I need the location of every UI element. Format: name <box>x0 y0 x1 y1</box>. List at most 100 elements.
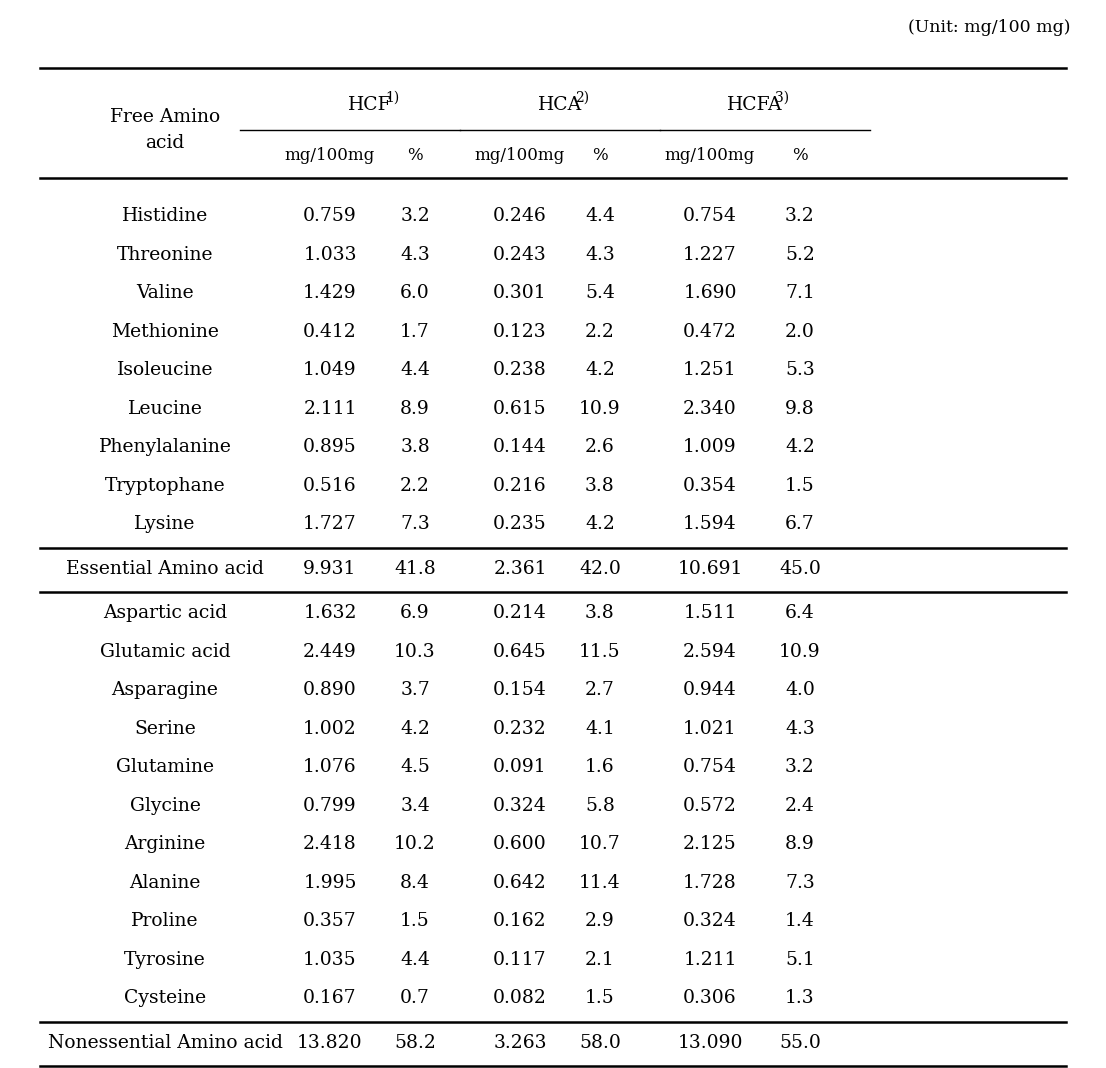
Text: 10.7: 10.7 <box>580 835 620 853</box>
Text: 2.0: 2.0 <box>785 323 815 341</box>
Text: 0.642: 0.642 <box>493 874 546 892</box>
Text: 4.4: 4.4 <box>585 207 615 225</box>
Text: 6.4: 6.4 <box>785 604 815 623</box>
Text: Phenylalanine: Phenylalanine <box>98 438 231 456</box>
Text: 58.0: 58.0 <box>580 1034 620 1052</box>
Text: 1.690: 1.690 <box>684 284 737 302</box>
Text: 2.361: 2.361 <box>493 560 546 578</box>
Text: 0.412: 0.412 <box>303 323 357 341</box>
Text: 3.2: 3.2 <box>400 207 430 225</box>
Text: 1.211: 1.211 <box>684 951 737 969</box>
Text: 0.572: 0.572 <box>684 797 737 815</box>
Text: 2.6: 2.6 <box>585 438 615 456</box>
Text: %: % <box>592 146 608 163</box>
Text: 1.035: 1.035 <box>303 951 357 969</box>
Text: Essential Amino acid: Essential Amino acid <box>66 560 264 578</box>
Text: 0.117: 0.117 <box>493 951 546 969</box>
Text: 7.1: 7.1 <box>785 284 815 302</box>
Text: 7.3: 7.3 <box>785 874 815 892</box>
Text: 1.5: 1.5 <box>585 989 615 1007</box>
Text: Leucine: Leucine <box>127 399 202 418</box>
Text: 0.472: 0.472 <box>684 323 737 341</box>
Text: 1.009: 1.009 <box>684 438 737 456</box>
Text: Alanine: Alanine <box>129 874 200 892</box>
Text: 1.5: 1.5 <box>785 476 815 494</box>
Text: 0.301: 0.301 <box>493 284 546 302</box>
Text: 0.235: 0.235 <box>493 515 546 533</box>
Text: Cysteine: Cysteine <box>124 989 206 1007</box>
Text: 0.154: 0.154 <box>493 681 546 700</box>
Text: 3.8: 3.8 <box>400 438 430 456</box>
Text: mg/100mg: mg/100mg <box>474 146 565 163</box>
Text: Valine: Valine <box>136 284 194 302</box>
Text: 1.3: 1.3 <box>785 989 815 1007</box>
Text: 4.2: 4.2 <box>585 361 615 379</box>
Text: Aspartic acid: Aspartic acid <box>103 604 227 623</box>
Text: Tyrosine: Tyrosine <box>124 951 206 969</box>
Text: 4.3: 4.3 <box>585 246 615 264</box>
Text: 0.306: 0.306 <box>684 989 737 1007</box>
Text: 3.7: 3.7 <box>400 681 430 700</box>
Text: 5.8: 5.8 <box>585 797 615 815</box>
Text: 0.7: 0.7 <box>400 989 430 1007</box>
Text: Proline: Proline <box>132 912 199 930</box>
Text: 0.232: 0.232 <box>493 720 546 738</box>
Text: 6.7: 6.7 <box>785 515 815 533</box>
Text: 0.759: 0.759 <box>303 207 357 225</box>
Text: 11.4: 11.4 <box>580 874 620 892</box>
Text: 1.076: 1.076 <box>303 758 357 776</box>
Text: Isoleucine: Isoleucine <box>117 361 213 379</box>
Text: 0.354: 0.354 <box>684 476 737 494</box>
Text: 10.9: 10.9 <box>780 643 821 661</box>
Text: Lysine: Lysine <box>134 515 196 533</box>
Text: 9.931: 9.931 <box>303 560 357 578</box>
Text: 10.2: 10.2 <box>394 835 436 853</box>
Text: 5.2: 5.2 <box>785 246 815 264</box>
Text: 0.357: 0.357 <box>303 912 357 930</box>
Text: 0.082: 0.082 <box>493 989 547 1007</box>
Text: HCF: HCF <box>348 96 392 114</box>
Text: 0.890: 0.890 <box>303 681 357 700</box>
Text: HCFA: HCFA <box>728 96 783 114</box>
Text: %: % <box>792 146 807 163</box>
Text: 0.895: 0.895 <box>303 438 357 456</box>
Text: 0.091: 0.091 <box>493 758 546 776</box>
Text: 10.3: 10.3 <box>394 643 436 661</box>
Text: 0.600: 0.600 <box>493 835 546 853</box>
Text: 13.820: 13.820 <box>298 1034 363 1052</box>
Text: Arginine: Arginine <box>124 835 206 853</box>
Text: Tryptophane: Tryptophane <box>105 476 226 494</box>
Text: 0.216: 0.216 <box>493 476 546 494</box>
Text: 0.615: 0.615 <box>493 399 546 418</box>
Text: 3.8: 3.8 <box>585 476 615 494</box>
Text: 2.340: 2.340 <box>684 399 737 418</box>
Text: 1.995: 1.995 <box>303 874 357 892</box>
Text: 4.2: 4.2 <box>785 438 815 456</box>
Text: 11.5: 11.5 <box>580 643 620 661</box>
Text: 2.1: 2.1 <box>585 951 615 969</box>
Text: 0.246: 0.246 <box>493 207 546 225</box>
Text: 3): 3) <box>775 91 789 105</box>
Text: 6.9: 6.9 <box>400 604 430 623</box>
Text: 1.5: 1.5 <box>400 912 430 930</box>
Text: 1.6: 1.6 <box>585 758 615 776</box>
Text: 1.429: 1.429 <box>303 284 357 302</box>
Text: HCA: HCA <box>538 96 582 114</box>
Text: 10.691: 10.691 <box>677 560 743 578</box>
Text: 1.049: 1.049 <box>303 361 357 379</box>
Text: 2.9: 2.9 <box>585 912 615 930</box>
Text: Glutamic acid: Glutamic acid <box>100 643 230 661</box>
Text: 2.125: 2.125 <box>684 835 737 853</box>
Text: 4.5: 4.5 <box>400 758 430 776</box>
Text: 4.3: 4.3 <box>785 720 815 738</box>
Text: 0.167: 0.167 <box>303 989 357 1007</box>
Text: 9.8: 9.8 <box>785 399 815 418</box>
Text: 41.8: 41.8 <box>394 560 436 578</box>
Text: 1.727: 1.727 <box>303 515 357 533</box>
Text: 2.2: 2.2 <box>400 476 430 494</box>
Text: 1.632: 1.632 <box>303 604 357 623</box>
Text: mg/100mg: mg/100mg <box>285 146 375 163</box>
Text: 2.594: 2.594 <box>684 643 737 661</box>
Text: Asparagine: Asparagine <box>112 681 219 700</box>
Text: 58.2: 58.2 <box>394 1034 436 1052</box>
